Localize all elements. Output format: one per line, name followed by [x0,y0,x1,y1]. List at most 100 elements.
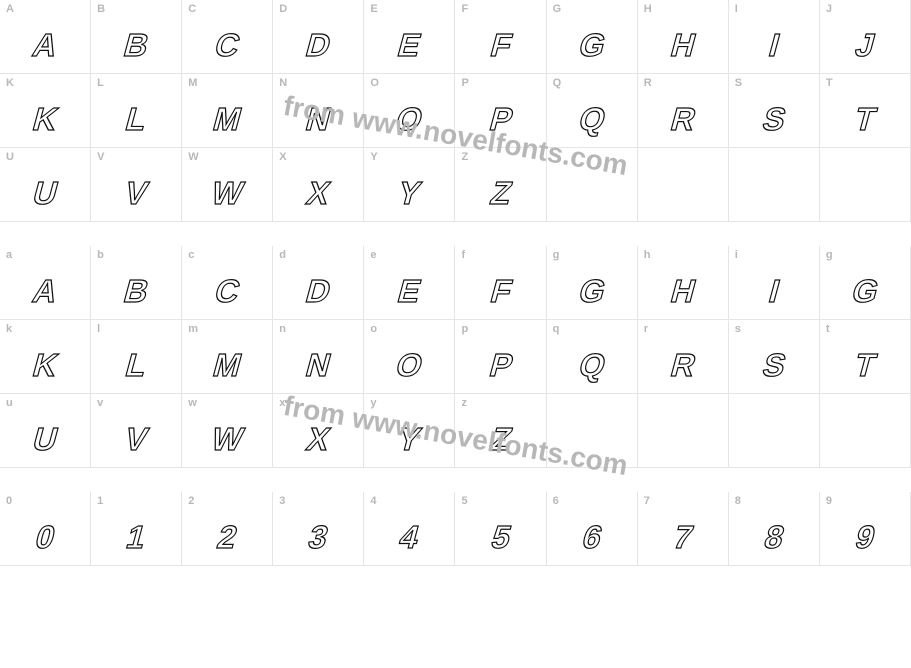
cell-label: q [553,323,560,335]
cell-label: X [279,151,286,163]
font-chart: AABBCCDDEEFFGGHHIIJJKKLLMMNNOOPPQQRRSSTT… [0,0,911,566]
glyph: P [486,349,515,381]
glyph: H [667,29,698,61]
cell-label: y [370,397,376,409]
glyph: J [852,29,877,61]
glyph: W [208,177,246,209]
glyph-cell-T: TT [820,74,911,148]
cell-label: b [97,249,104,261]
glyph: P [486,103,515,135]
glyph-cell-S: SS [729,74,820,148]
glyph: N [303,103,334,135]
cell-label: o [370,323,377,335]
glyph: O [393,103,425,135]
glyph-cell-o: oO [364,320,455,394]
cell-label: 1 [97,495,103,507]
glyph-cell-l: lL [91,320,182,394]
glyph-cell-E: EE [364,0,455,74]
cell-label: 6 [553,495,559,507]
glyph: X [304,423,333,455]
cell-label: J [826,3,832,15]
glyph-cell-s: sS [729,320,820,394]
glyph-cell-B: BB [91,0,182,74]
glyph-cell-F: FF [455,0,546,74]
glyph: 7 [670,521,695,553]
glyph-cell-b: bB [91,246,182,320]
cell-label: 8 [735,495,741,507]
glyph: U [30,423,61,455]
glyph: K [30,103,61,135]
cell-label: V [97,151,104,163]
section-lowercase: aAbBcCdDeEfFgGhHiIgGkKlLmMnNoOpPqQrRsStT… [0,246,911,468]
cell-label: 2 [188,495,194,507]
glyph: B [121,275,152,307]
empty-cell [547,394,638,468]
cell-label: A [6,3,14,15]
glyph-cell-v: vV [91,394,182,468]
empty-cell [638,394,729,468]
glyph-cell-H: HH [638,0,729,74]
glyph: S [759,349,788,381]
glyph-cell-p: pP [455,320,546,394]
glyph: C [212,275,243,307]
cell-label: w [188,397,197,409]
glyph-cell-M: MM [182,74,273,148]
glyph-cell-L: LL [91,74,182,148]
glyph-cell-x: xX [273,394,364,468]
glyph-cell-w: wW [182,394,273,468]
cell-label: 0 [6,495,12,507]
glyph-cell-1: 11 [91,492,182,566]
cell-label: r [644,323,648,335]
cell-label: 5 [461,495,467,507]
glyph: E [395,275,424,307]
glyph-cell-5: 55 [455,492,546,566]
glyph: 8 [761,521,786,553]
cell-label: M [188,77,197,89]
cell-label: h [644,249,651,261]
glyph: T [851,349,878,381]
glyph: 5 [488,521,513,553]
glyph: O [393,349,425,381]
glyph: 9 [852,521,877,553]
glyph: 3 [306,521,331,553]
cell-label: g [553,249,560,261]
glyph: G [575,29,607,61]
glyph-cell-0: 00 [0,492,91,566]
glyph-cell-4: 44 [364,492,455,566]
glyph: C [212,29,243,61]
glyph-cell-q: qQ [547,320,638,394]
cell-label: z [461,397,467,409]
cell-label: H [644,3,652,15]
glyph: V [122,177,151,209]
glyph-cell-y: yY [364,394,455,468]
empty-cell [729,148,820,222]
glyph-cell-t: tT [820,320,911,394]
cell-label: d [279,249,286,261]
cell-label: g [826,249,833,261]
glyph: G [849,275,881,307]
cell-label: i [735,249,738,261]
glyph: M [210,103,244,135]
cell-label: k [6,323,12,335]
glyph-cell-z: zZ [455,394,546,468]
cell-label: D [279,3,287,15]
glyph-cell-P: PP [455,74,546,148]
glyph: B [121,29,152,61]
glyph-cell-K: KK [0,74,91,148]
cell-label: n [279,323,286,335]
glyph-cell-O: OO [364,74,455,148]
glyph: Q [575,349,607,381]
glyph: Y [395,177,424,209]
glyph: U [30,177,61,209]
empty-cell [638,148,729,222]
glyph-cell-U: UU [0,148,91,222]
glyph: I [766,275,782,307]
glyph-cell-8: 88 [729,492,820,566]
glyph: T [851,103,878,135]
glyph: 6 [579,521,604,553]
cell-label: I [735,3,738,15]
glyph: I [766,29,782,61]
glyph-cell-g: gG [820,246,911,320]
cell-label: 4 [370,495,376,507]
glyph: 1 [123,521,148,553]
